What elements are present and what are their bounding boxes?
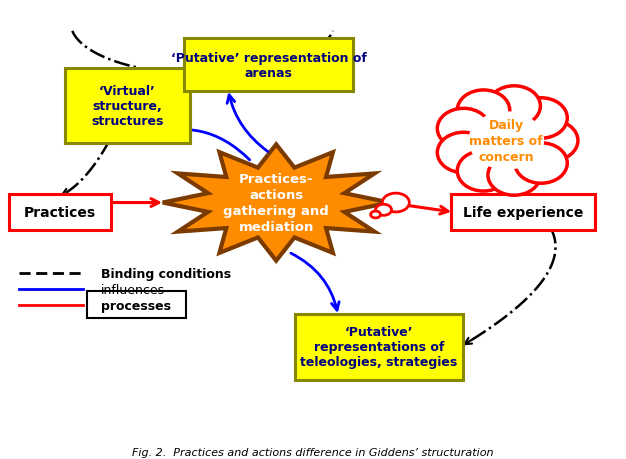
Ellipse shape bbox=[515, 144, 567, 184]
Ellipse shape bbox=[438, 109, 490, 149]
Ellipse shape bbox=[438, 133, 490, 174]
FancyBboxPatch shape bbox=[451, 195, 595, 231]
Text: processes: processes bbox=[101, 299, 172, 312]
Text: Practices-
actions
gathering and
mediation: Practices- actions gathering and mediati… bbox=[223, 173, 329, 234]
FancyBboxPatch shape bbox=[87, 291, 186, 319]
Text: ‘Putative’ representation of
arenas: ‘Putative’ representation of arenas bbox=[171, 51, 366, 79]
Circle shape bbox=[371, 212, 381, 218]
Polygon shape bbox=[163, 145, 389, 261]
Ellipse shape bbox=[457, 151, 510, 192]
Text: ‘Virtual’
structure,
structures: ‘Virtual’ structure, structures bbox=[91, 84, 163, 128]
Text: ‘Putative’
representations of
teleologies, strategies: ‘Putative’ representations of teleologie… bbox=[300, 326, 458, 369]
Text: influences: influences bbox=[101, 283, 165, 296]
Text: Practices: Practices bbox=[24, 206, 96, 220]
Ellipse shape bbox=[457, 91, 510, 131]
Ellipse shape bbox=[468, 112, 544, 170]
Ellipse shape bbox=[488, 156, 540, 196]
Ellipse shape bbox=[525, 121, 578, 162]
Circle shape bbox=[382, 194, 409, 213]
Ellipse shape bbox=[463, 107, 550, 175]
Ellipse shape bbox=[515, 99, 567, 139]
FancyBboxPatch shape bbox=[9, 195, 111, 231]
Text: Daily
matters of
concern: Daily matters of concern bbox=[470, 119, 543, 164]
FancyBboxPatch shape bbox=[295, 314, 463, 380]
FancyBboxPatch shape bbox=[184, 39, 353, 92]
Text: Binding conditions: Binding conditions bbox=[101, 267, 232, 280]
Text: Life experience: Life experience bbox=[463, 206, 583, 220]
FancyBboxPatch shape bbox=[64, 68, 190, 143]
Text: Fig. 2.  Practices and actions difference in Giddens’ structuration: Fig. 2. Practices and actions difference… bbox=[132, 447, 494, 457]
Circle shape bbox=[376, 205, 391, 216]
Ellipse shape bbox=[488, 87, 540, 127]
